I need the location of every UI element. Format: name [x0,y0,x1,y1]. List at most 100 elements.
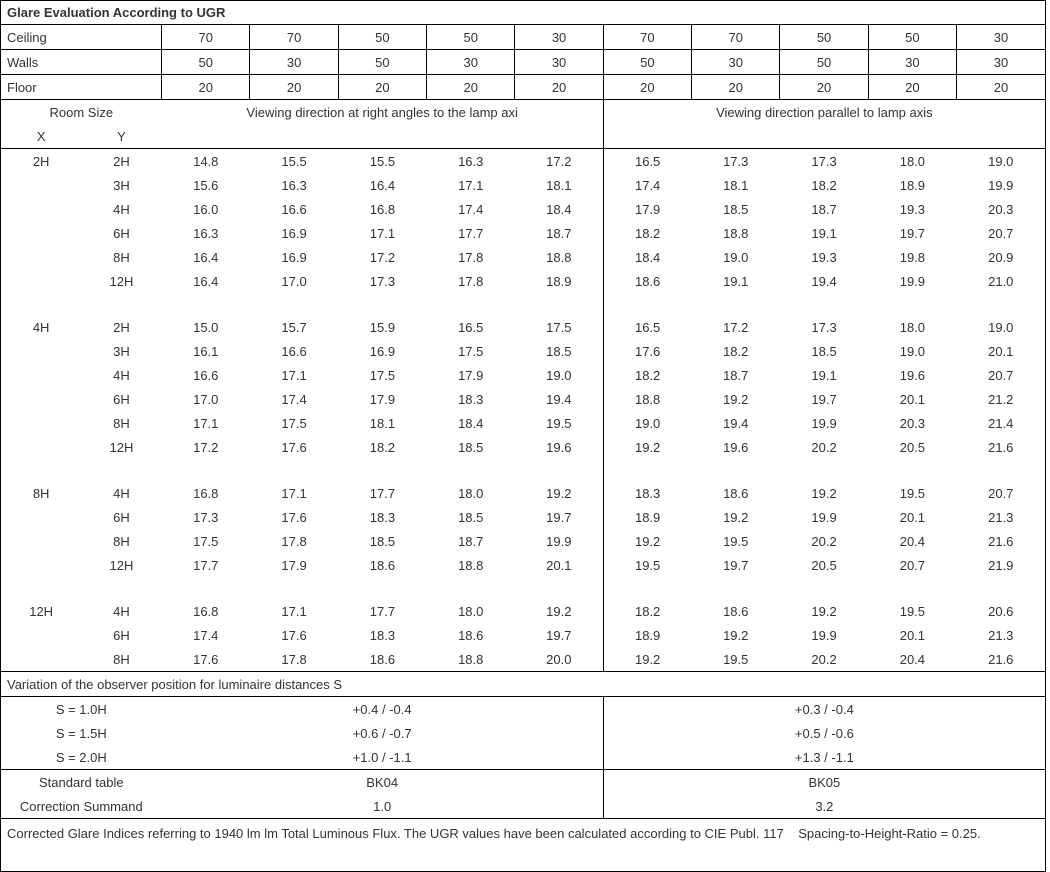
ugr-value: 20.7 [868,553,956,577]
ugr-value: 17.8 [250,647,338,672]
ugr-value: 14.8 [162,149,250,174]
ugr-value: 18.9 [868,173,956,197]
ugr-value: 18.3 [427,387,515,411]
room-x [1,221,81,245]
room-x [1,269,81,293]
ugr-value: 16.6 [250,197,338,221]
ugr-value: 19.3 [868,197,956,221]
ceiling-val: 50 [780,25,868,50]
ugr-value: 17.4 [427,197,515,221]
ugr-value: 19.1 [780,363,868,387]
main-table: Ceiling70705050307070505030Walls50305030… [1,25,1045,847]
footnote: Corrected Glare Indices referring to 194… [1,819,1045,848]
ugr-value: 20.3 [957,197,1045,221]
ugr-value: 19.5 [868,481,956,505]
standard-left: BK04 [162,770,604,795]
ugr-value: 19.0 [692,245,780,269]
ugr-value: 20.1 [868,623,956,647]
ugr-value: 15.6 [162,173,250,197]
ugr-value: 18.0 [868,149,956,174]
ugr-value: 16.6 [162,363,250,387]
floor-val: 20 [603,75,691,100]
room-x [1,505,81,529]
ugr-value: 15.7 [250,315,338,339]
ugr-value: 18.5 [427,505,515,529]
floor-val: 20 [692,75,780,100]
ugr-value: 20.6 [957,599,1045,623]
room-x [1,173,81,197]
ugr-value: 16.8 [162,599,250,623]
ugr-value: 18.8 [515,245,603,269]
ugr-value: 20.7 [957,481,1045,505]
ugr-value: 20.1 [868,387,956,411]
ugr-value: 17.4 [603,173,691,197]
room-y: 8H [81,647,161,672]
ugr-value: 19.9 [868,269,956,293]
ugr-value: 18.3 [603,481,691,505]
ugr-value: 19.8 [868,245,956,269]
ugr-value: 17.1 [250,481,338,505]
ugr-value: 17.9 [603,197,691,221]
group-left-title: Viewing direction at right angles to the… [162,100,604,125]
ceiling-val: 70 [692,25,780,50]
ugr-value: 16.9 [250,245,338,269]
ugr-value: 18.1 [692,173,780,197]
ugr-value: 18.3 [338,505,426,529]
ugr-value: 19.0 [868,339,956,363]
ugr-value: 17.9 [338,387,426,411]
room-x [1,245,81,269]
ceiling-val: 70 [250,25,338,50]
ugr-value: 18.2 [603,599,691,623]
ugr-value: 19.2 [515,481,603,505]
room-y: 4H [81,481,161,505]
group-right-title: Viewing direction parallel to lamp axis [603,100,1045,125]
ugr-value: 17.7 [162,553,250,577]
room-y-label: Y [81,124,161,149]
ugr-value: 17.5 [515,315,603,339]
ugr-value: 18.4 [515,197,603,221]
ugr-value: 19.9 [780,623,868,647]
ugr-value: 19.2 [780,481,868,505]
ugr-value: 17.6 [603,339,691,363]
ugr-value: 19.7 [515,505,603,529]
ugr-value: 19.4 [692,411,780,435]
ugr-value: 17.1 [250,363,338,387]
ugr-value: 17.9 [427,363,515,387]
ugr-value: 17.5 [338,363,426,387]
ugr-value: 17.3 [338,269,426,293]
ugr-value: 16.4 [162,245,250,269]
ugr-value: 17.3 [780,149,868,174]
ugr-value: 17.0 [162,387,250,411]
walls-val: 30 [250,50,338,75]
ugr-value: 16.8 [338,197,426,221]
ugr-value: 18.7 [427,529,515,553]
ugr-value: 16.0 [162,197,250,221]
ugr-value: 19.5 [692,647,780,672]
walls-val: 50 [338,50,426,75]
ugr-value: 18.9 [515,269,603,293]
floor-val: 20 [957,75,1045,100]
ugr-value: 19.9 [780,411,868,435]
ugr-value: 16.3 [250,173,338,197]
ugr-value: 17.6 [162,647,250,672]
ugr-value: 19.2 [603,529,691,553]
ugr-value: 16.9 [338,339,426,363]
ugr-value: 17.7 [338,599,426,623]
ugr-value: 18.0 [427,481,515,505]
ugr-value: 20.2 [780,529,868,553]
walls-val: 50 [603,50,691,75]
ugr-value: 17.1 [250,599,338,623]
ugr-value: 17.1 [162,411,250,435]
ugr-value: 19.5 [868,599,956,623]
ugr-value: 15.0 [162,315,250,339]
room-x-label: X [1,124,81,149]
ugr-value: 19.4 [780,269,868,293]
ugr-value: 17.8 [427,245,515,269]
ugr-value: 16.9 [250,221,338,245]
ugr-value: 20.4 [868,529,956,553]
room-y: 6H [81,623,161,647]
ugr-value: 18.5 [515,339,603,363]
ugr-value: 18.6 [603,269,691,293]
walls-val: 50 [162,50,250,75]
room-y: 4H [81,197,161,221]
